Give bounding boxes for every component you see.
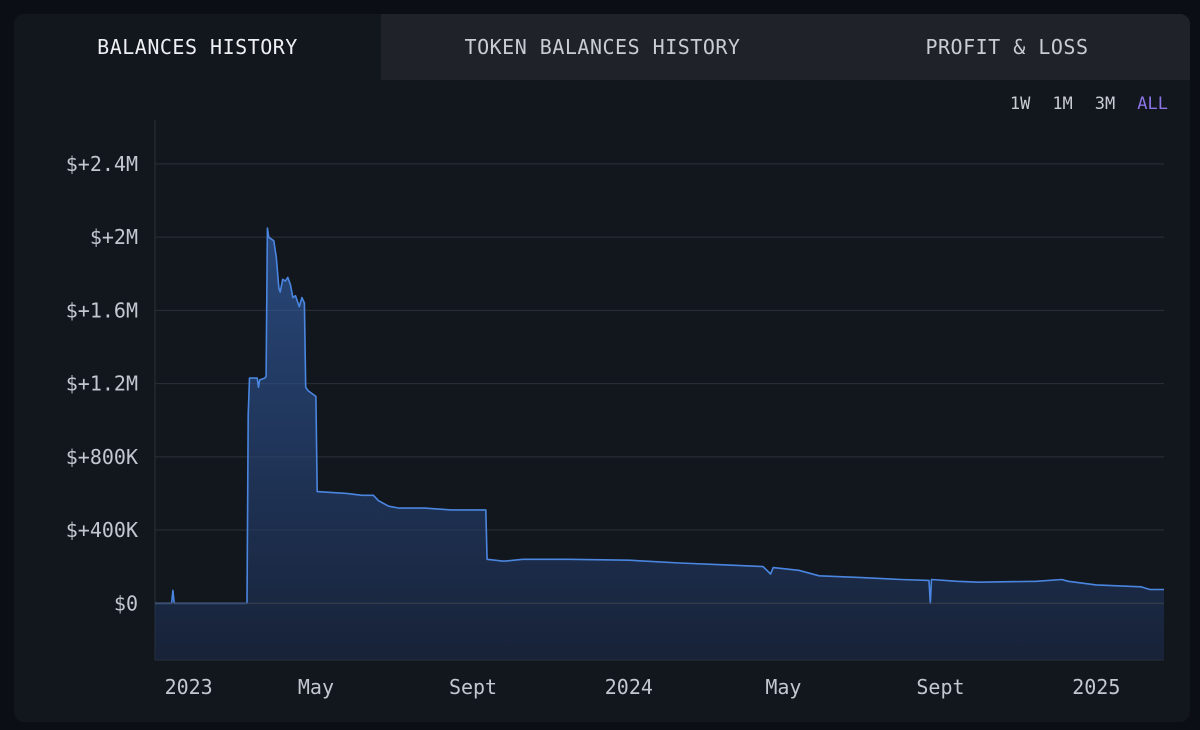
x-tick-label: Sept: [449, 675, 497, 699]
tab-balances-history[interactable]: BALANCES HISTORY: [14, 14, 381, 80]
balance-chart: $0 $+400K $+800K $+1.2M $+1.6M $+2M $+2.4M 202…: [66, 120, 1164, 699]
range-all-button[interactable]: ALL: [1137, 94, 1168, 114]
range-1w-button[interactable]: 1W: [1009, 94, 1031, 114]
y-tick-label: $+2.4M: [66, 152, 138, 176]
balance-line: [155, 227, 1164, 605]
range-selector: 1W 1M 3M ALL: [1010, 94, 1168, 114]
y-tick-label: $+800K: [66, 445, 138, 469]
x-tick-label: 2023: [165, 675, 213, 699]
y-tick-label: $+2M: [90, 225, 138, 249]
range-3m-button[interactable]: 3M: [1094, 94, 1116, 114]
tab-profit-and-loss[interactable]: PROFIT & LOSS: [824, 14, 1190, 80]
balances-panel: BALANCES HISTORY TOKEN BALANCES HISTORY …: [14, 14, 1190, 722]
x-tick-label: May: [298, 675, 334, 699]
x-tick-label: Sept: [916, 675, 964, 699]
x-tick-label: 2024: [605, 675, 653, 699]
y-tick-label: $+1.6M: [66, 298, 138, 322]
tab-token-balances-history[interactable]: TOKEN BALANCES HISTORY: [381, 14, 824, 80]
tab-bar: BALANCES HISTORY TOKEN BALANCES HISTORY …: [14, 14, 1190, 80]
x-tick-label: May: [765, 675, 801, 699]
range-1m-button[interactable]: 1M: [1052, 94, 1073, 114]
balance-area: [155, 228, 1164, 660]
x-tick-label: 2025: [1072, 675, 1120, 699]
y-tick-label: $+400K: [66, 518, 138, 542]
y-tick-label: $+1.2M: [66, 372, 138, 396]
y-tick-label: $0: [114, 591, 138, 615]
